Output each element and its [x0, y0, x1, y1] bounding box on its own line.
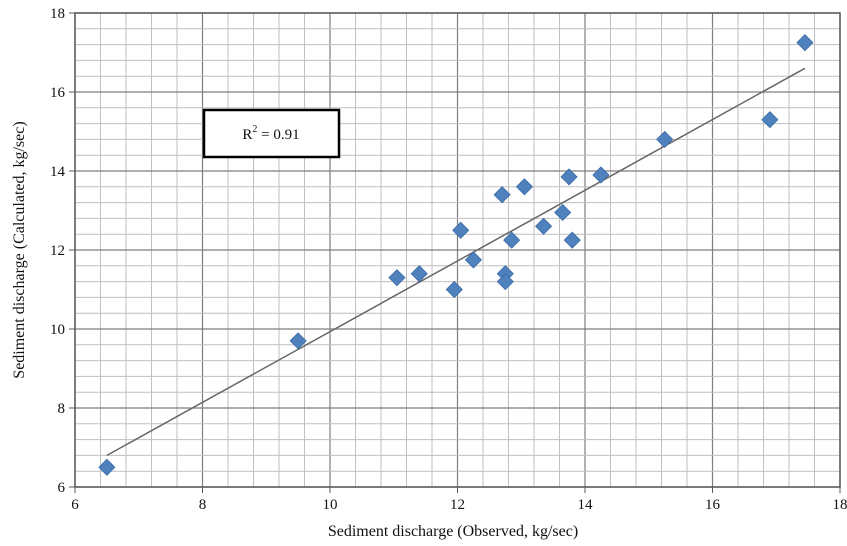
x-tick-label: 6: [71, 497, 79, 513]
data-point: [656, 130, 674, 148]
data-point: [503, 231, 521, 249]
x-tick-labels: 6 8 10 12 14 16 18: [71, 487, 847, 513]
x-tick-label: 12: [450, 497, 465, 513]
data-point: [493, 186, 511, 204]
x-axis-title: Sediment discharge (Observed, kg/sec): [328, 523, 578, 540]
x-tick-label: 8: [199, 497, 207, 513]
data-point: [563, 231, 581, 249]
y-tick-label: 8: [58, 401, 66, 417]
y-tick-label: 6: [58, 480, 66, 496]
data-point: [554, 203, 572, 222]
data-point: [410, 265, 428, 283]
data-point: [464, 251, 483, 269]
r-squared-annotation: R2 = 0.91: [202, 108, 341, 159]
data-points: [98, 34, 814, 476]
y-tick-labels: 6 8 10 12 14 16 18: [50, 6, 75, 496]
grid: [74, 12, 841, 488]
data-point: [761, 111, 779, 129]
data-point: [592, 166, 610, 184]
data-point: [496, 273, 514, 291]
data-point: [515, 178, 534, 196]
y-tick-label: 16: [50, 85, 66, 101]
data-point: [289, 332, 307, 350]
annotation-box: [202, 108, 341, 159]
y-tick-label: 18: [50, 6, 65, 22]
y-tick-label: 12: [50, 243, 65, 259]
trendline-layer: [106, 67, 806, 457]
y-tick-label: 14: [50, 164, 66, 180]
data-point: [388, 269, 406, 287]
x-tick-label: 16: [705, 497, 721, 513]
y-tick-label: 10: [50, 322, 65, 338]
data-point: [445, 280, 463, 299]
data-point: [98, 458, 116, 476]
data-point: [534, 217, 553, 235]
trendline: [106, 67, 806, 457]
annotation-base: R: [242, 127, 252, 143]
data-point: [452, 221, 470, 239]
data-point: [560, 168, 578, 186]
data-point: [796, 34, 814, 52]
x-tick-label: 10: [323, 497, 338, 513]
x-tick-label: 18: [833, 497, 847, 513]
annotation-exponent: 2: [252, 124, 257, 135]
annotation-text: R2 = 0.91: [242, 124, 299, 143]
annotation-rest: = 0.91: [257, 127, 299, 143]
x-tick-label: 14: [578, 497, 594, 513]
y-axis-title: Sediment discharge (Calculated, kg/sec): [11, 121, 28, 378]
